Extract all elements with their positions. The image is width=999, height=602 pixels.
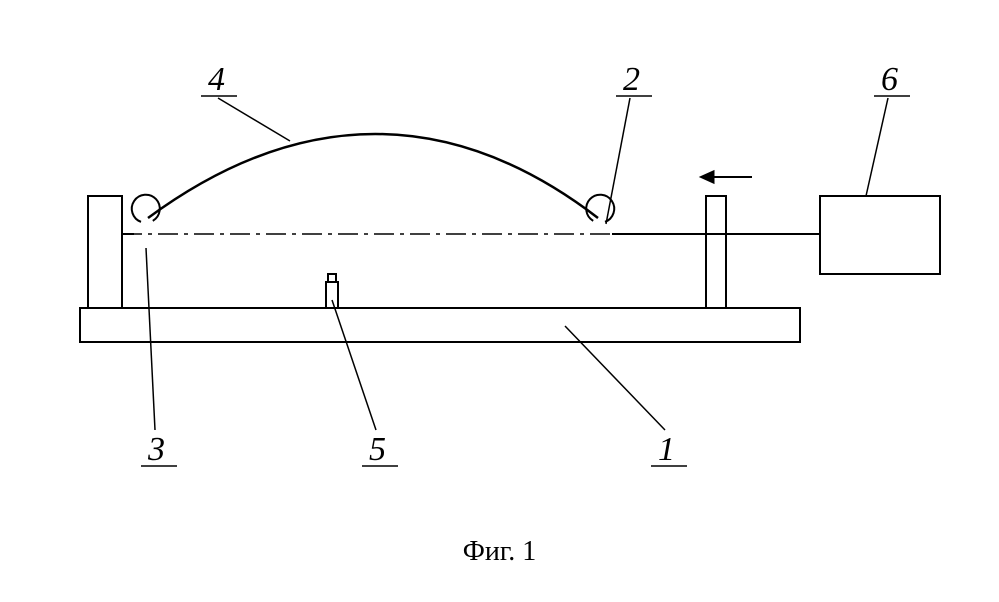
callout-number-6: 6 bbox=[881, 61, 898, 98]
canvas-bg bbox=[0, 0, 999, 602]
callout-number-4: 4 bbox=[208, 61, 225, 98]
figure-caption: Фиг. 1 bbox=[463, 536, 536, 567]
callout-number-1: 1 bbox=[658, 431, 675, 468]
callout-number-2: 2 bbox=[623, 61, 640, 98]
callout-number-5: 5 bbox=[369, 431, 386, 468]
callout-number-3: 3 bbox=[147, 431, 165, 468]
